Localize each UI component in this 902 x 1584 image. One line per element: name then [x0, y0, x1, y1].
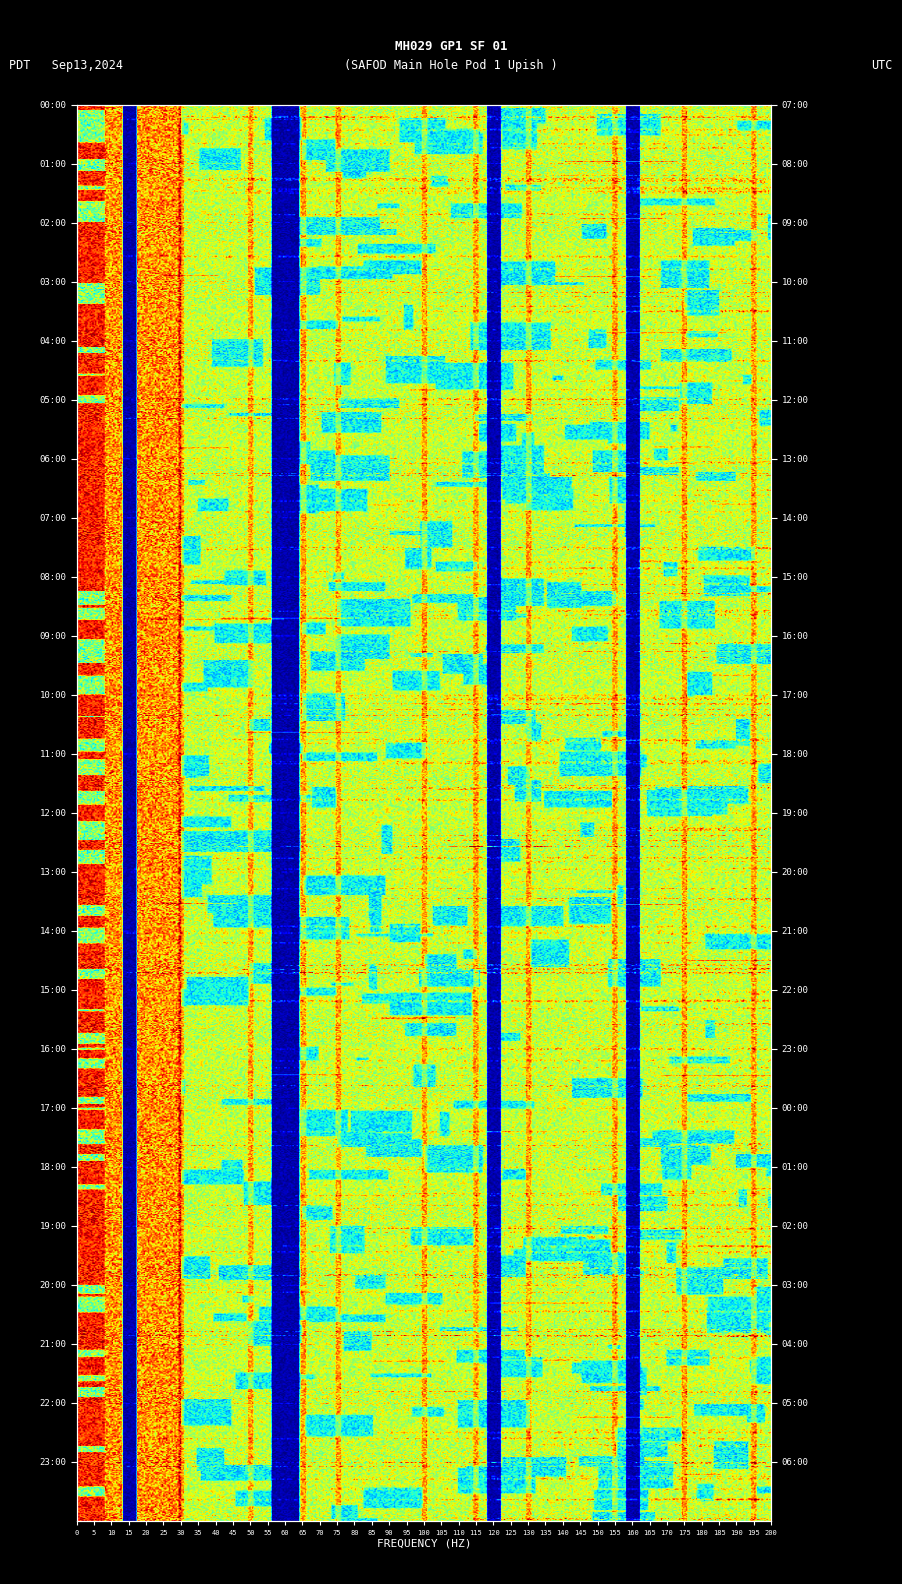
Text: PDT   Sep13,2024: PDT Sep13,2024: [9, 59, 123, 71]
Text: MH029 GP1 SF 01: MH029 GP1 SF 01: [395, 40, 507, 52]
Text: (SAFOD Main Hole Pod 1 Upish ): (SAFOD Main Hole Pod 1 Upish ): [345, 59, 557, 71]
Text: UTC: UTC: [871, 59, 893, 71]
X-axis label: FREQUENCY (HZ): FREQUENCY (HZ): [377, 1538, 471, 1549]
